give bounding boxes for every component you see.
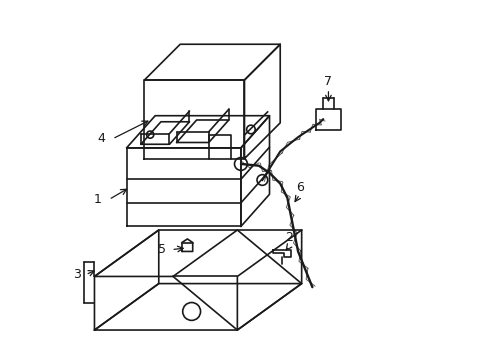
Text: 4: 4 (98, 132, 105, 145)
Text: 3: 3 (73, 268, 81, 281)
Text: 6: 6 (295, 181, 303, 194)
Text: 5: 5 (158, 243, 166, 256)
Text: 1: 1 (94, 193, 102, 206)
Text: 2: 2 (285, 231, 292, 244)
Text: 7: 7 (324, 75, 332, 88)
